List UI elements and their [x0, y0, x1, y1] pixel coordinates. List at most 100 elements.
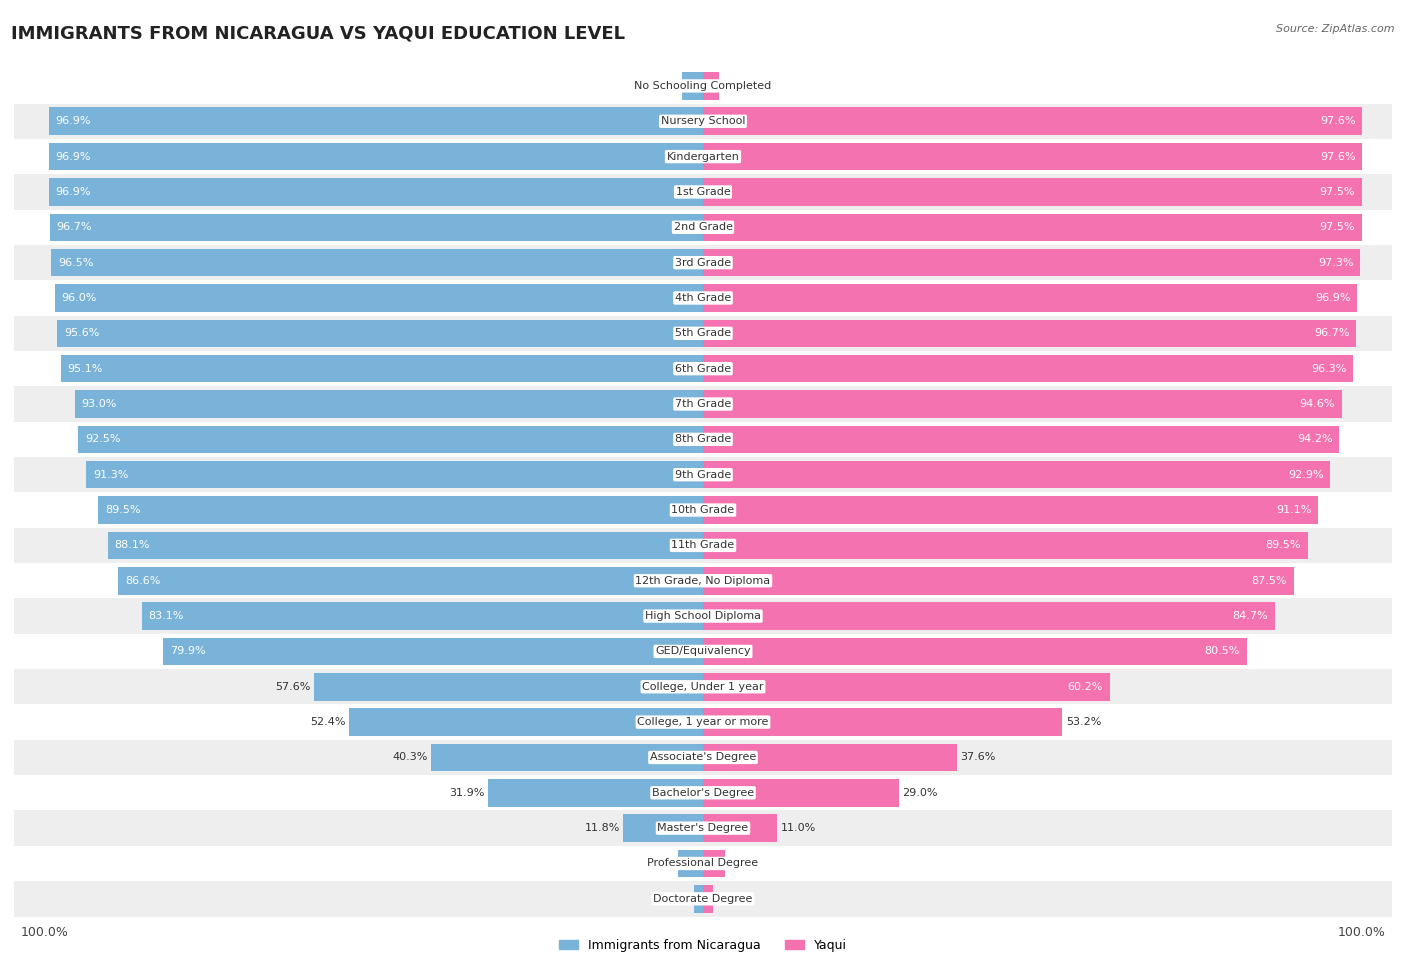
Text: 97.5%: 97.5%	[1319, 187, 1355, 197]
Text: 79.9%: 79.9%	[170, 646, 205, 656]
Bar	[14, 210, 1392, 245]
Bar	[60, 355, 703, 382]
Text: 96.9%: 96.9%	[1315, 292, 1351, 303]
Text: High School Diploma: High School Diploma	[645, 611, 761, 621]
Bar	[623, 814, 703, 842]
Bar	[14, 386, 1392, 421]
Text: 37.6%: 37.6%	[960, 753, 995, 762]
Bar	[703, 566, 1294, 595]
Text: 11.0%: 11.0%	[780, 823, 815, 834]
Bar	[703, 390, 1341, 418]
Text: 97.5%: 97.5%	[1319, 222, 1355, 232]
Text: 96.3%: 96.3%	[1312, 364, 1347, 373]
Bar	[703, 214, 1361, 241]
Text: 91.1%: 91.1%	[1277, 505, 1312, 515]
Bar	[703, 178, 1361, 206]
Bar	[79, 425, 703, 453]
Text: 94.2%: 94.2%	[1296, 434, 1333, 445]
Text: 88.1%: 88.1%	[115, 540, 150, 551]
Bar	[118, 566, 703, 595]
Bar	[14, 245, 1392, 281]
Bar	[430, 744, 703, 771]
Bar	[703, 708, 1063, 736]
Text: 97.6%: 97.6%	[1320, 116, 1355, 127]
Text: 2nd Grade: 2nd Grade	[673, 222, 733, 232]
Bar	[693, 885, 703, 913]
Bar	[349, 708, 703, 736]
Text: 11th Grade: 11th Grade	[672, 540, 734, 551]
Text: 93.0%: 93.0%	[82, 399, 117, 410]
Bar	[703, 885, 713, 913]
Text: 53.2%: 53.2%	[1066, 717, 1101, 727]
Text: 96.7%: 96.7%	[1313, 329, 1350, 338]
Text: 87.5%: 87.5%	[1251, 575, 1288, 586]
Bar	[58, 320, 703, 347]
Text: 89.5%: 89.5%	[1265, 540, 1301, 551]
Text: 100.0%: 100.0%	[1337, 926, 1385, 940]
Text: 95.1%: 95.1%	[67, 364, 103, 373]
Bar	[703, 531, 1308, 560]
Bar	[14, 564, 1392, 599]
Bar	[703, 603, 1275, 630]
Bar	[98, 496, 703, 524]
Text: 96.5%: 96.5%	[58, 257, 93, 268]
Text: 96.9%: 96.9%	[55, 187, 91, 197]
Legend: Immigrants from Nicaragua, Yaqui: Immigrants from Nicaragua, Yaqui	[554, 934, 852, 956]
Text: 8th Grade: 8th Grade	[675, 434, 731, 445]
Bar	[75, 390, 703, 418]
Bar	[703, 249, 1360, 277]
Text: 97.6%: 97.6%	[1320, 151, 1355, 162]
Bar	[703, 72, 720, 99]
Bar	[48, 178, 703, 206]
Bar	[14, 775, 1392, 810]
Text: Master's Degree: Master's Degree	[658, 823, 748, 834]
Bar	[14, 527, 1392, 564]
Text: 95.6%: 95.6%	[65, 329, 100, 338]
Text: 60.2%: 60.2%	[1067, 682, 1102, 692]
Bar	[703, 284, 1358, 312]
Text: 5th Grade: 5th Grade	[675, 329, 731, 338]
Text: 3.7%: 3.7%	[647, 858, 675, 869]
Bar	[678, 849, 703, 878]
Text: 3rd Grade: 3rd Grade	[675, 257, 731, 268]
Text: 10th Grade: 10th Grade	[672, 505, 734, 515]
Bar	[14, 599, 1392, 634]
Bar	[55, 284, 703, 312]
Text: Doctorate Degree: Doctorate Degree	[654, 894, 752, 904]
Bar	[14, 457, 1392, 492]
Text: 31.9%: 31.9%	[449, 788, 484, 798]
Bar	[14, 704, 1392, 740]
Bar	[703, 638, 1247, 665]
Text: 2.4%: 2.4%	[723, 81, 751, 91]
Bar	[14, 351, 1392, 386]
Text: Bachelor's Degree: Bachelor's Degree	[652, 788, 754, 798]
Text: 40.3%: 40.3%	[392, 753, 427, 762]
Text: 94.6%: 94.6%	[1299, 399, 1336, 410]
Text: 4th Grade: 4th Grade	[675, 292, 731, 303]
Bar	[14, 492, 1392, 527]
Bar	[48, 107, 703, 136]
Text: 9th Grade: 9th Grade	[675, 470, 731, 480]
Bar	[682, 72, 703, 99]
Bar	[703, 849, 724, 878]
Text: 86.6%: 86.6%	[125, 575, 160, 586]
Text: 3.2%: 3.2%	[728, 858, 756, 869]
Text: Nursery School: Nursery School	[661, 116, 745, 127]
Bar	[14, 669, 1392, 704]
Text: 100.0%: 100.0%	[21, 926, 69, 940]
Text: 89.5%: 89.5%	[105, 505, 141, 515]
Text: No Schooling Completed: No Schooling Completed	[634, 81, 772, 91]
Bar	[14, 68, 1392, 103]
Text: 1.5%: 1.5%	[717, 894, 745, 904]
Bar	[14, 281, 1392, 316]
Text: Associate's Degree: Associate's Degree	[650, 753, 756, 762]
Bar	[314, 673, 703, 701]
Text: Source: ZipAtlas.com: Source: ZipAtlas.com	[1277, 24, 1395, 34]
Text: 6th Grade: 6th Grade	[675, 364, 731, 373]
Bar	[48, 142, 703, 171]
Text: GED/Equivalency: GED/Equivalency	[655, 646, 751, 656]
Text: College, 1 year or more: College, 1 year or more	[637, 717, 769, 727]
Bar	[14, 421, 1392, 457]
Text: 96.9%: 96.9%	[55, 116, 91, 127]
Bar	[14, 881, 1392, 916]
